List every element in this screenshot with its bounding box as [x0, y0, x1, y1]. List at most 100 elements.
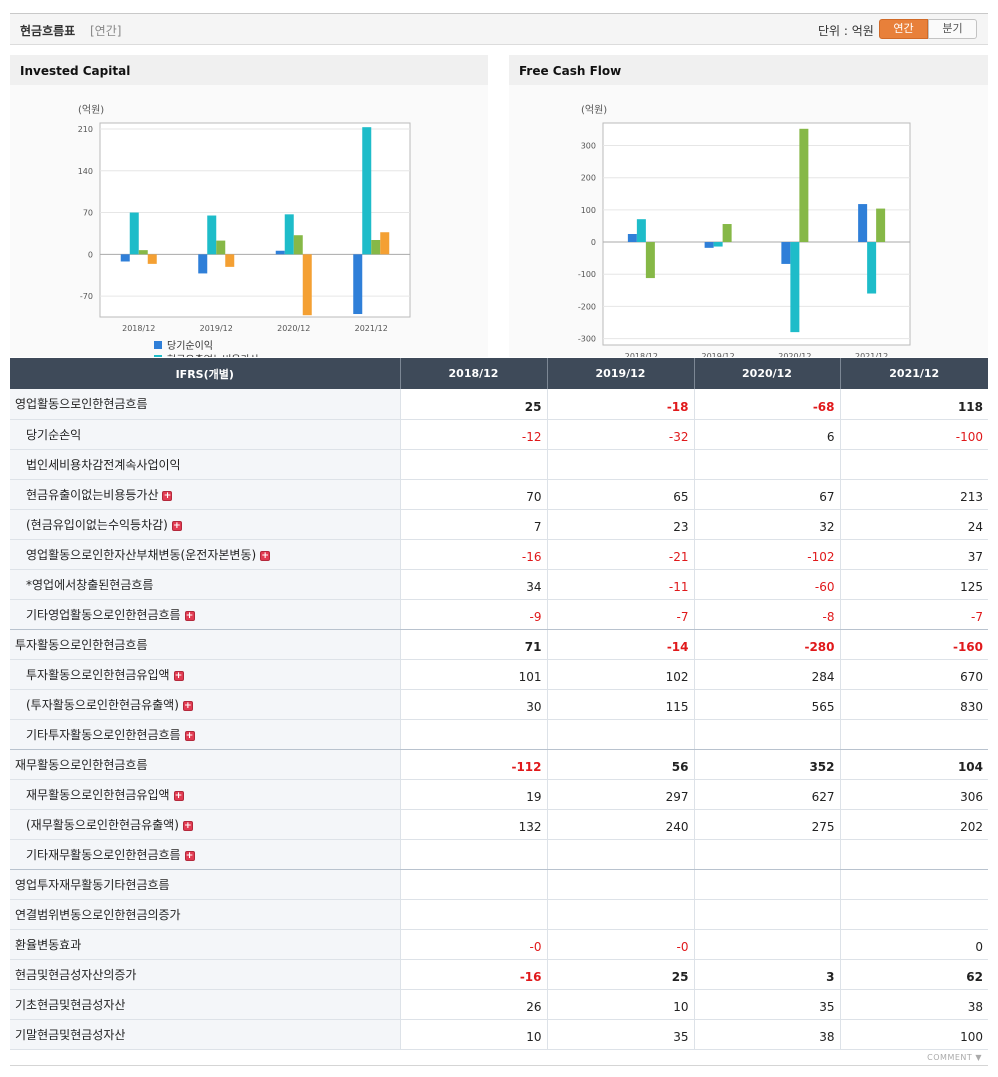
value-cell: -0	[546, 929, 694, 960]
value-cell	[399, 449, 547, 480]
free-cash-flow-panel: Free Cash Flow (억원) 300 200 100 0 -100 -200 -30…	[509, 55, 988, 357]
value-cell	[399, 839, 547, 870]
column-header: 2019/12	[546, 358, 694, 389]
expand-plus-icon[interactable]: +	[162, 490, 173, 501]
legend-swatch	[154, 341, 162, 349]
value-cell: 10	[399, 1019, 547, 1050]
table-row: 재무활동으로인한현금흐름 -112 56 352 104	[10, 749, 988, 780]
value-cell	[839, 899, 988, 930]
row-label: 환율변동효과	[15, 937, 82, 952]
bar	[225, 254, 235, 267]
y-tick-label: 100	[581, 206, 596, 215]
row-label: 기타재무활동으로인한현금흐름	[26, 847, 181, 862]
row-label: (재무활동으로인한현금유출액)	[26, 817, 179, 832]
table-row: 법인세비용차감전계속사업이익	[10, 449, 988, 480]
value-cell: 101	[399, 659, 547, 690]
table-row: (재무활동으로인한현금유출액) +132 240 275 202	[10, 809, 988, 840]
row-label-cell: *영업에서창출된현금흐름	[10, 569, 400, 600]
row-label: 기말현금및현금성자산	[15, 1027, 126, 1042]
free-cash-flow-chart: (억원) 300 200 100 0 -100 -200 -300 2018/12 2019/12…	[578, 104, 911, 357]
row-label-cell[interactable]: (투자활동으로인한현금유출액) +	[10, 689, 400, 720]
value-cell	[546, 869, 694, 900]
value-cell	[693, 869, 840, 900]
bar	[302, 254, 312, 316]
table-row: 기초현금및현금성자산 26 10 35 38	[10, 989, 988, 1020]
value-cell: -7	[546, 599, 694, 630]
y-tick-label: 140	[78, 167, 93, 176]
row-label: 기타영업활동으로인한현금흐름	[26, 607, 181, 622]
value-cell	[399, 899, 547, 930]
row-label-cell[interactable]: 기타재무활동으로인한현금흐름 +	[10, 839, 400, 870]
row-label: 영업활동으로인한현금흐름	[15, 397, 148, 412]
expand-plus-icon[interactable]: +	[173, 670, 184, 681]
row-label-cell[interactable]: 영업활동으로인한자산부채변동(운전자본변동) +	[10, 539, 400, 570]
row-label-cell: 연결범위변동으로인한현금의증가	[10, 899, 400, 930]
row-label-cell[interactable]: 현금유출이없는비용등가산 +	[10, 479, 400, 510]
value-cell: 37	[839, 539, 988, 570]
bar	[380, 232, 390, 255]
bar	[704, 242, 714, 248]
value-cell: 38	[693, 1019, 840, 1050]
bar	[207, 215, 217, 255]
bar	[858, 204, 868, 243]
comment-toggle[interactable]: COMMENT ▼	[927, 1053, 982, 1062]
bar	[722, 224, 732, 243]
row-label: (투자활동으로인한현금유출액)	[26, 697, 179, 712]
bar	[876, 208, 886, 243]
value-cell: -280	[693, 629, 840, 660]
value-cell: -68	[693, 389, 840, 420]
invested-capital-panel: Invested Capital (억원) 210 140 70 0 -70 2018/12…	[10, 55, 488, 357]
bar	[216, 240, 226, 255]
quarter-toggle-button[interactable]: 분기	[928, 19, 977, 39]
row-label-cell[interactable]: (현금유입이없는수익등차감) +	[10, 509, 400, 540]
invested-capital-chart: (억원) 210 140 70 0 -70 2018/12 2019/12 2020/12 202…	[78, 104, 411, 357]
expand-plus-icon[interactable]: +	[173, 790, 184, 801]
value-cell: 352	[693, 749, 840, 780]
row-label-cell: 영업투자재무활동기타현금흐름	[10, 869, 400, 900]
x-tick-label: 2021/12	[855, 352, 888, 357]
expand-plus-icon[interactable]: +	[184, 610, 195, 621]
row-label-cell[interactable]: 기타투자활동으로인한현금흐름 +	[10, 719, 400, 750]
expand-plus-icon[interactable]: +	[184, 730, 195, 741]
row-label-cell[interactable]: 재무활동으로인한현금유입액 +	[10, 779, 400, 810]
table-row: 현금유출이없는비용등가산 +70 65 67 213	[10, 479, 988, 510]
table-row: 투자활동으로인한현금유입액 +101 102 284 670	[10, 659, 988, 690]
row-label-cell[interactable]: 투자활동으로인한현금유입액 +	[10, 659, 400, 690]
expand-plus-icon[interactable]: +	[182, 820, 193, 831]
legend-label: 현금유출없는비용가산	[167, 353, 259, 357]
row-label-cell[interactable]: (재무활동으로인한현금유출액) +	[10, 809, 400, 840]
table-row: (투자활동으로인한현금유출액) +30 115 565 830	[10, 689, 988, 720]
y-tick-label: 70	[83, 209, 93, 218]
bar	[293, 235, 303, 255]
value-cell	[693, 839, 840, 870]
value-cell: 34	[399, 569, 547, 600]
row-label-cell[interactable]: 기타영업활동으로인한현금흐름 +	[10, 599, 400, 630]
legend-swatch	[154, 355, 162, 357]
value-cell: 100	[839, 1019, 988, 1050]
value-cell: -11	[546, 569, 694, 600]
expand-plus-icon[interactable]: +	[182, 700, 193, 711]
value-cell: -100	[839, 419, 988, 450]
chart-title: Invested Capital	[10, 55, 488, 85]
bar	[147, 254, 157, 264]
bar	[362, 127, 372, 255]
row-label: (현금유입이없는수익등차감)	[26, 517, 168, 532]
row-label: 현금및현금성자산의증가	[15, 967, 137, 982]
bar	[713, 242, 723, 247]
bar	[129, 212, 139, 255]
annual-toggle-button[interactable]: 연간	[879, 19, 928, 39]
value-cell: 70	[399, 479, 547, 510]
bar	[120, 254, 130, 262]
x-tick-label: 2018/12	[625, 352, 658, 357]
value-cell: 125	[839, 569, 988, 600]
expand-plus-icon[interactable]: +	[260, 550, 271, 561]
y-tick-label: -300	[578, 335, 596, 344]
table-row: 기타투자활동으로인한현금흐름 +	[10, 719, 988, 750]
expand-plus-icon[interactable]: +	[184, 850, 195, 861]
column-header: 2020/12	[693, 358, 840, 389]
row-label: *영업에서창출된현금흐름	[26, 577, 154, 592]
expand-plus-icon[interactable]: +	[171, 520, 182, 531]
value-cell: 23	[546, 509, 694, 540]
row-label: 현금유출이없는비용등가산	[26, 487, 159, 502]
value-cell: 30	[399, 689, 547, 720]
